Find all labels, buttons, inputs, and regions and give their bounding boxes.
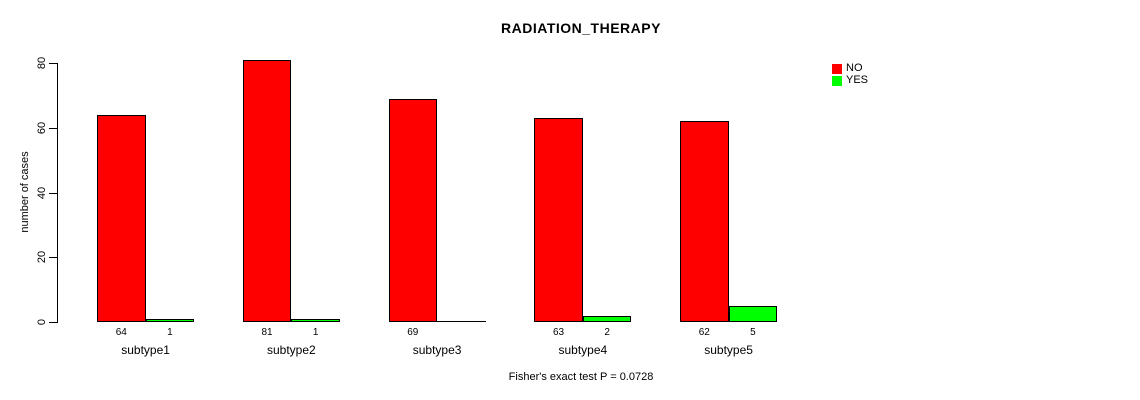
y-tick-mark bbox=[49, 63, 57, 64]
y-tick-mark bbox=[49, 127, 57, 129]
x-category-label-subtype1: subtype1 bbox=[121, 343, 170, 357]
bar-no-subtype3 bbox=[388, 98, 438, 322]
bar-yes-subtype2 bbox=[291, 318, 340, 322]
y-tick-label: 0 bbox=[36, 318, 48, 326]
bar-value-label-no-subtype4: 63 bbox=[552, 327, 565, 338]
bar-value-label-yes-subtype5: 5 bbox=[750, 327, 756, 338]
legend-label-yes: YES bbox=[846, 74, 869, 86]
y-tick-label: 80 bbox=[36, 56, 48, 70]
y-axis-line bbox=[57, 63, 58, 323]
bar-no-subtype4 bbox=[534, 118, 583, 322]
bar-value-label-no-subtype2: 81 bbox=[261, 327, 273, 338]
bar-yes-subtype3 bbox=[437, 321, 486, 322]
bar-value-label-yes-subtype4: 2 bbox=[604, 327, 610, 338]
bar-value-label-yes-subtype2: 1 bbox=[312, 327, 319, 338]
y-tick-label: 20 bbox=[36, 251, 48, 264]
x-category-label-subtype4: subtype4 bbox=[558, 343, 608, 357]
bar-yes-subtype5 bbox=[728, 305, 778, 322]
y-tick-mark bbox=[49, 192, 57, 194]
x-category-label-subtype3: subtype3 bbox=[412, 343, 462, 357]
bar-yes-subtype1 bbox=[145, 318, 195, 322]
x-category-label-subtype5: subtype5 bbox=[704, 343, 753, 357]
bar-value-label-no-subtype1: 64 bbox=[115, 327, 127, 338]
legend-swatch-yes-icon bbox=[832, 75, 842, 86]
chart-title: RADIATION_THERAPY bbox=[501, 20, 661, 36]
bar-no-subtype2 bbox=[242, 59, 292, 322]
legend-swatch-no-icon bbox=[832, 63, 842, 74]
footer-caption: Fisher's exact test P = 0.0728 bbox=[508, 371, 654, 383]
legend-item-yes: YES bbox=[832, 75, 868, 86]
legend-item-no: NO bbox=[832, 63, 868, 74]
bar-value-label-no-subtype3: 69 bbox=[407, 327, 419, 338]
legend: NO YES bbox=[832, 63, 868, 87]
bar-no-subtype1 bbox=[97, 114, 146, 322]
bar-value-label-no-subtype5: 62 bbox=[698, 327, 710, 338]
y-tick-mark bbox=[49, 257, 57, 259]
x-category-label-subtype2: subtype2 bbox=[266, 343, 316, 357]
legend-label-no: NO bbox=[846, 62, 863, 74]
y-axis-label: number of cases bbox=[19, 151, 31, 233]
bar-value-label-yes-subtype1: 1 bbox=[167, 327, 173, 338]
bar-no-subtype5 bbox=[680, 121, 729, 322]
bar-yes-subtype4 bbox=[582, 315, 632, 322]
y-tick-label: 40 bbox=[36, 186, 48, 199]
y-tick-mark bbox=[49, 322, 57, 323]
y-tick-label: 60 bbox=[36, 121, 48, 134]
